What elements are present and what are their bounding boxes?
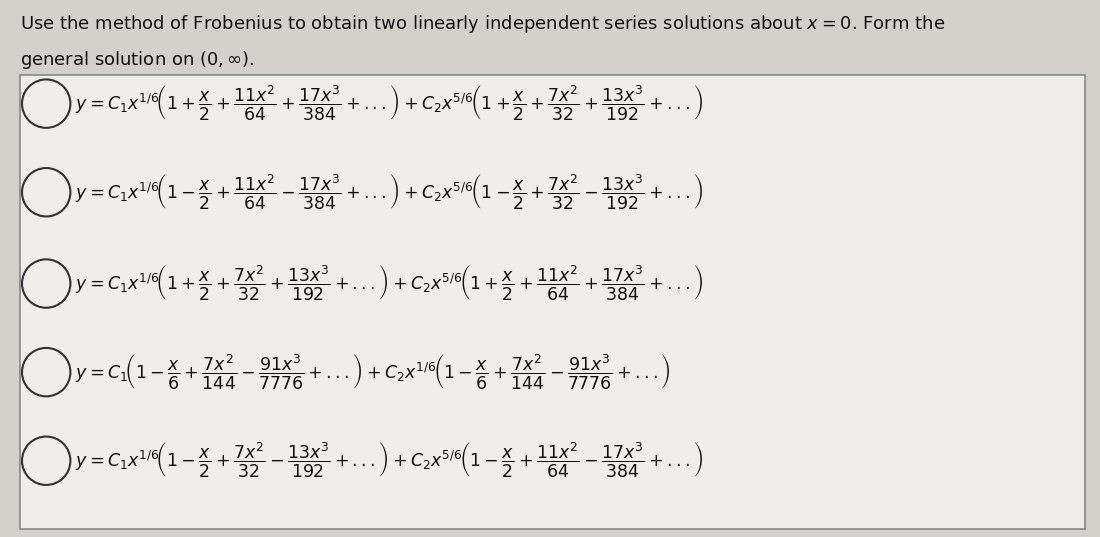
- Ellipse shape: [22, 348, 70, 396]
- Ellipse shape: [22, 168, 70, 216]
- Text: Use the method of Frobenius to obtain two linearly independent series solutions : Use the method of Frobenius to obtain tw…: [20, 13, 945, 35]
- Ellipse shape: [22, 259, 70, 308]
- FancyBboxPatch shape: [20, 75, 1085, 529]
- Text: $y = C_1x^{1/6}\!\left(1 - \dfrac{x}{2} + \dfrac{11x^2}{64} - \dfrac{17x^3}{384}: $y = C_1x^{1/6}\!\left(1 - \dfrac{x}{2} …: [75, 172, 703, 211]
- Text: general solution on $(0, \infty)$.: general solution on $(0, \infty)$.: [20, 49, 254, 71]
- Text: $y = C_1x^{1/6}\!\left(1 + \dfrac{x}{2} + \dfrac{7x^2}{32} + \dfrac{13x^3}{192} : $y = C_1x^{1/6}\!\left(1 + \dfrac{x}{2} …: [75, 263, 703, 302]
- Text: $y = C_1x^{1/6}\!\left(1 - \dfrac{x}{2} + \dfrac{7x^2}{32} - \dfrac{13x^3}{192} : $y = C_1x^{1/6}\!\left(1 - \dfrac{x}{2} …: [75, 440, 703, 480]
- Text: $y = C_1\!\left(1 - \dfrac{x}{6} + \dfrac{7x^2}{144} - \dfrac{91x^3}{7776} + ...: $y = C_1\!\left(1 - \dfrac{x}{6} + \dfra…: [75, 352, 671, 391]
- Text: $y = C_1x^{1/6}\!\left(1 + \dfrac{x}{2} + \dfrac{11x^2}{64} + \dfrac{17x^3}{384}: $y = C_1x^{1/6}\!\left(1 + \dfrac{x}{2} …: [75, 83, 703, 122]
- Ellipse shape: [22, 437, 70, 485]
- Ellipse shape: [22, 79, 70, 128]
